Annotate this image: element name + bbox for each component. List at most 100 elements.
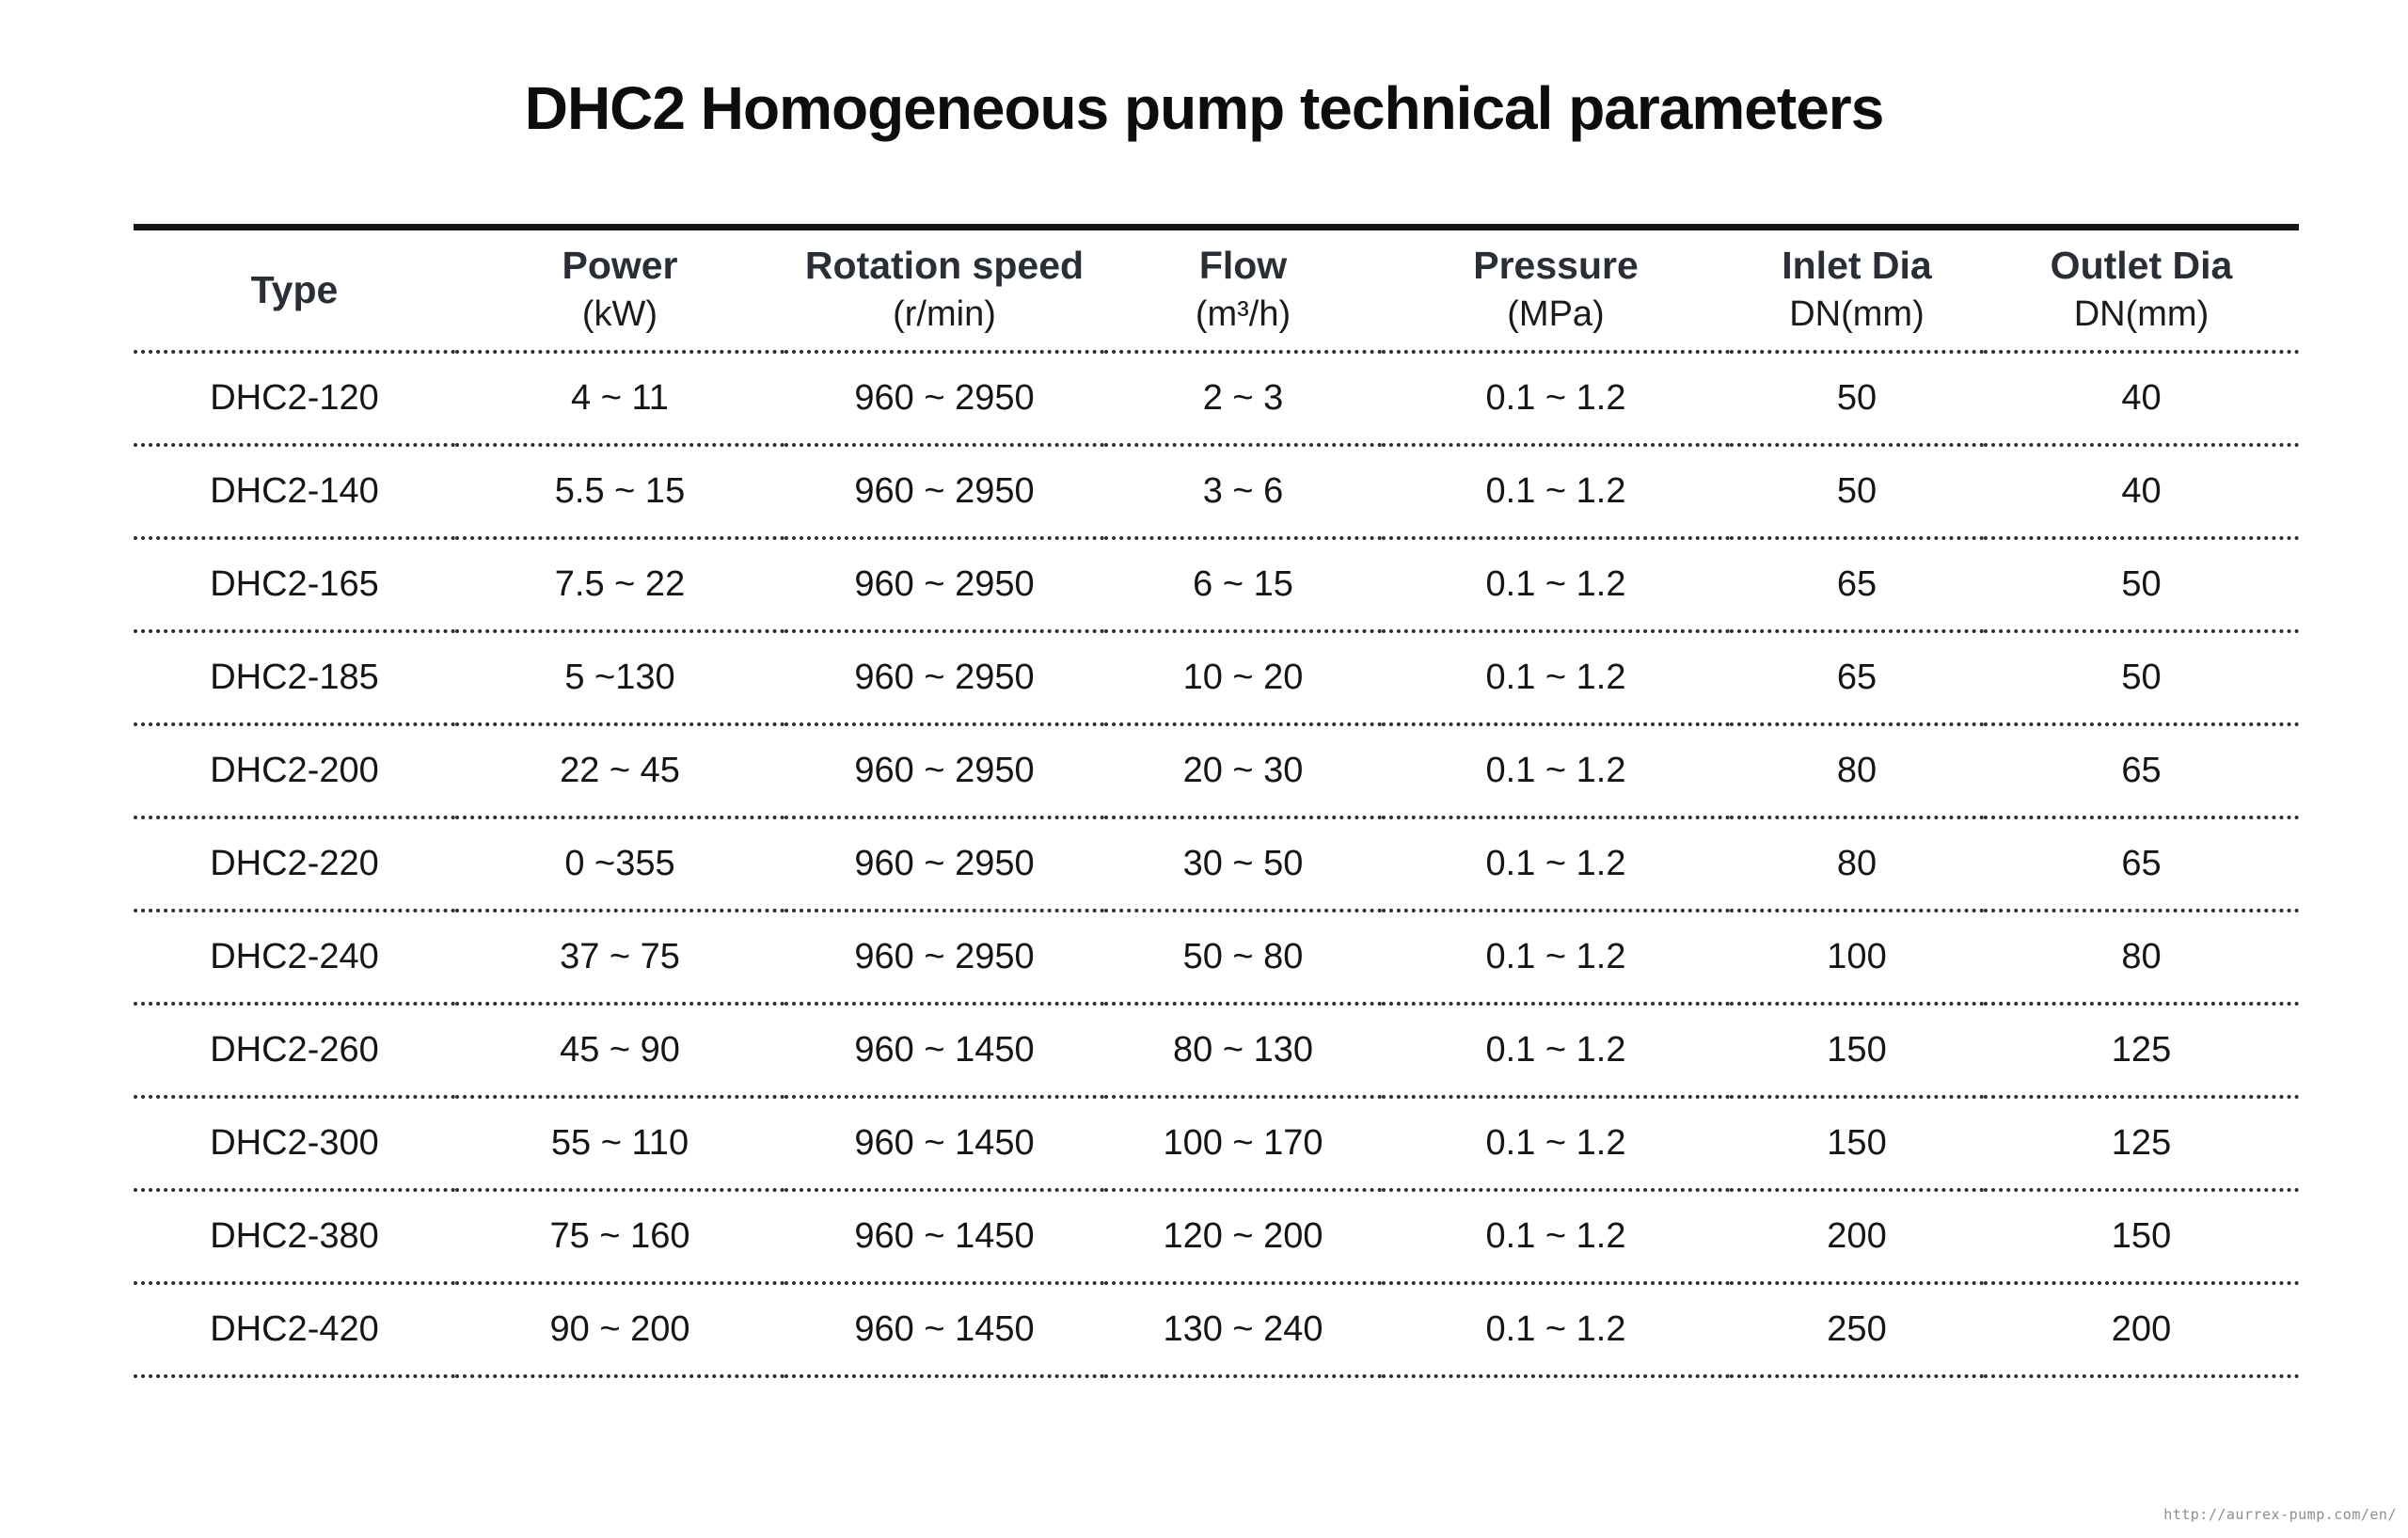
page-title: DHC2 Homogeneous pump technical paramete… — [524, 74, 1885, 142]
cell-flow: 120 ~ 200 — [1104, 1189, 1382, 1285]
cell-rotation-speed: 960 ~ 1450 — [784, 1096, 1104, 1192]
col-header-flow: Flow (m³/h) — [1104, 227, 1382, 354]
cell-inlet-dia: 80 — [1730, 817, 1984, 912]
cell-pressure: 0.1 ~ 1.2 — [1382, 537, 1730, 633]
cell-type: DHC2-240 — [134, 910, 455, 1006]
cell-rotation-speed: 960 ~ 2950 — [784, 537, 1104, 633]
cell-outlet-dia: 200 — [1984, 1282, 2299, 1378]
col-header-flow-label: Flow — [1198, 244, 1288, 288]
cell-flow: 50 ~ 80 — [1104, 910, 1382, 1006]
cell-outlet-dia: 150 — [1984, 1189, 2299, 1285]
cell-type: DHC2-165 — [134, 537, 455, 633]
cell-type: DHC2-300 — [134, 1096, 455, 1192]
col-header-flow-unit: (m³/h) — [1195, 293, 1291, 334]
cell-type: DHC2-260 — [134, 1003, 455, 1099]
cell-type: DHC2-185 — [134, 630, 455, 726]
cell-outlet-dia: 125 — [1984, 1096, 2299, 1192]
table-row: DHC2-140 5.5 ~ 15 960 ~ 2950 3 ~ 6 0.1 ~… — [134, 444, 2299, 540]
cell-type: DHC2-200 — [134, 723, 455, 819]
cell-pressure: 0.1 ~ 1.2 — [1382, 723, 1730, 819]
cell-power: 75 ~ 160 — [455, 1189, 784, 1285]
cell-pressure: 0.1 ~ 1.2 — [1382, 444, 1730, 540]
cell-outlet-dia: 65 — [1984, 723, 2299, 819]
table-row: DHC2-200 22 ~ 45 960 ~ 2950 20 ~ 30 0.1 … — [134, 723, 2299, 819]
col-header-type: Type — [134, 227, 455, 354]
cell-power: 0 ~355 — [455, 817, 784, 912]
cell-rotation-speed: 960 ~ 2950 — [784, 444, 1104, 540]
cell-inlet-dia: 80 — [1730, 723, 1984, 819]
table-row: DHC2-380 75 ~ 160 960 ~ 1450 120 ~ 200 0… — [134, 1189, 2299, 1285]
table-row: DHC2-165 7.5 ~ 22 960 ~ 2950 6 ~ 15 0.1 … — [134, 537, 2299, 633]
cell-flow: 100 ~ 170 — [1104, 1096, 1382, 1192]
col-header-rotation-speed-label: Rotation speed — [804, 244, 1085, 288]
col-header-inlet-dia: Inlet Dia DN(mm) — [1730, 227, 1984, 354]
table-row: DHC2-220 0 ~355 960 ~ 2950 30 ~ 50 0.1 ~… — [134, 817, 2299, 912]
cell-power: 55 ~ 110 — [455, 1096, 784, 1192]
cell-rotation-speed: 960 ~ 2950 — [784, 723, 1104, 819]
cell-outlet-dia: 125 — [1984, 1003, 2299, 1099]
cell-flow: 80 ~ 130 — [1104, 1003, 1382, 1099]
table-row: DHC2-420 90 ~ 200 960 ~ 1450 130 ~ 240 0… — [134, 1282, 2299, 1378]
cell-flow: 2 ~ 3 — [1104, 351, 1382, 447]
cell-rotation-speed: 960 ~ 1450 — [784, 1189, 1104, 1285]
header-row: Type Power (kW) Rotation speed (r/min) F… — [134, 227, 2299, 354]
cell-rotation-speed: 960 ~ 1450 — [784, 1003, 1104, 1099]
cell-pressure: 0.1 ~ 1.2 — [1382, 1189, 1730, 1285]
watermark-url: http://aurrex-pump.com/en/ — [2163, 1506, 2397, 1523]
table-row: DHC2-300 55 ~ 110 960 ~ 1450 100 ~ 170 0… — [134, 1096, 2299, 1192]
cell-power: 45 ~ 90 — [455, 1003, 784, 1099]
table-row: DHC2-185 5 ~130 960 ~ 2950 10 ~ 20 0.1 ~… — [134, 630, 2299, 726]
col-header-inlet-dia-label: Inlet Dia — [1782, 244, 1932, 288]
cell-inlet-dia: 250 — [1730, 1282, 1984, 1378]
cell-flow: 30 ~ 50 — [1104, 817, 1382, 912]
cell-power: 90 ~ 200 — [455, 1282, 784, 1378]
col-header-inlet-dia-unit: DN(mm) — [1789, 293, 1925, 334]
spec-table: Type Power (kW) Rotation speed (r/min) F… — [134, 224, 2299, 1378]
cell-flow: 20 ~ 30 — [1104, 723, 1382, 819]
cell-power: 4 ~ 11 — [455, 351, 784, 447]
cell-rotation-speed: 960 ~ 2950 — [784, 910, 1104, 1006]
cell-inlet-dia: 100 — [1730, 910, 1984, 1006]
cell-rotation-speed: 960 ~ 2950 — [784, 817, 1104, 912]
cell-type: DHC2-380 — [134, 1189, 455, 1285]
cell-type: DHC2-120 — [134, 351, 455, 447]
cell-type: DHC2-140 — [134, 444, 455, 540]
col-header-outlet-dia: Outlet Dia DN(mm) — [1984, 227, 2299, 354]
table-body: DHC2-120 4 ~ 11 960 ~ 2950 2 ~ 3 0.1 ~ 1… — [134, 351, 2299, 1378]
cell-pressure: 0.1 ~ 1.2 — [1382, 1282, 1730, 1378]
cell-outlet-dia: 65 — [1984, 817, 2299, 912]
col-header-rotation-speed-unit: (r/min) — [893, 293, 996, 334]
col-header-type-label: Type — [250, 267, 339, 311]
cell-rotation-speed: 960 ~ 2950 — [784, 630, 1104, 726]
cell-pressure: 0.1 ~ 1.2 — [1382, 910, 1730, 1006]
cell-inlet-dia: 150 — [1730, 1003, 1984, 1099]
cell-inlet-dia: 50 — [1730, 444, 1984, 540]
col-header-pressure: Pressure (MPa) — [1382, 227, 1730, 354]
cell-flow: 10 ~ 20 — [1104, 630, 1382, 726]
cell-power: 37 ~ 75 — [455, 910, 784, 1006]
col-header-pressure-label: Pressure — [1473, 244, 1639, 288]
table-header: Type Power (kW) Rotation speed (r/min) F… — [134, 227, 2299, 354]
cell-pressure: 0.1 ~ 1.2 — [1382, 1096, 1730, 1192]
cell-power: 7.5 ~ 22 — [455, 537, 784, 633]
col-header-power-label: Power — [562, 244, 678, 288]
cell-outlet-dia: 40 — [1984, 444, 2299, 540]
cell-outlet-dia: 50 — [1984, 630, 2299, 726]
col-header-outlet-dia-label: Outlet Dia — [2050, 244, 2233, 288]
cell-outlet-dia: 40 — [1984, 351, 2299, 447]
cell-flow: 6 ~ 15 — [1104, 537, 1382, 633]
col-header-outlet-dia-unit: DN(mm) — [2073, 293, 2210, 334]
cell-inlet-dia: 150 — [1730, 1096, 1984, 1192]
col-header-pressure-unit: (MPa) — [1507, 293, 1605, 334]
cell-inlet-dia: 50 — [1730, 351, 1984, 447]
cell-type: DHC2-420 — [134, 1282, 455, 1378]
cell-outlet-dia: 50 — [1984, 537, 2299, 633]
cell-power: 5.5 ~ 15 — [455, 444, 784, 540]
cell-type: DHC2-220 — [134, 817, 455, 912]
cell-rotation-speed: 960 ~ 2950 — [784, 351, 1104, 447]
cell-outlet-dia: 80 — [1984, 910, 2299, 1006]
cell-pressure: 0.1 ~ 1.2 — [1382, 351, 1730, 447]
cell-inlet-dia: 65 — [1730, 537, 1984, 633]
col-header-power-unit: (kW) — [581, 293, 658, 334]
